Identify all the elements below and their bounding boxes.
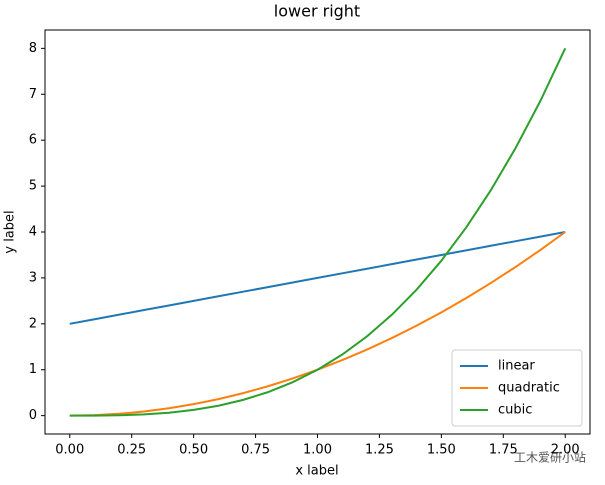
legend-box xyxy=(451,349,583,427)
line xyxy=(69,47,567,417)
x-tick-label: 0.00 xyxy=(55,443,84,458)
y-tick-label: 8 xyxy=(29,41,37,56)
y-tick-label: 5 xyxy=(29,179,37,194)
y-tick-label: 2 xyxy=(29,316,37,331)
axes-frame xyxy=(44,29,591,435)
chart-title: lower right xyxy=(274,2,360,21)
x-tick-label: 1.75 xyxy=(489,443,518,458)
line xyxy=(69,231,566,325)
y-tick-label: 3 xyxy=(29,270,37,285)
x-tick-label: 0.50 xyxy=(179,443,208,458)
x-tick-label: 1.50 xyxy=(427,443,456,458)
legend-label: linear xyxy=(498,359,535,374)
x-tick-label: 2.00 xyxy=(551,443,580,458)
y-tick-label: 0 xyxy=(29,408,37,423)
x-tick-label: 0.75 xyxy=(241,443,270,458)
y-tick-label: 1 xyxy=(29,362,37,377)
x-tick-label: 1.25 xyxy=(365,443,394,458)
y-tick-label: 7 xyxy=(29,87,37,102)
y-tick-label: 4 xyxy=(29,225,37,240)
y-tick-label: 6 xyxy=(29,133,37,148)
watermark: 工木爱研小站 xyxy=(514,451,586,465)
y-axis-label: y label xyxy=(3,210,18,253)
x-axis-label: x label xyxy=(295,464,338,479)
x-tick-label: 1.00 xyxy=(303,443,332,458)
legend-label: quadratic xyxy=(498,381,560,396)
x-tick-label: 0.25 xyxy=(117,443,146,458)
legend-label: cubic xyxy=(498,403,532,418)
